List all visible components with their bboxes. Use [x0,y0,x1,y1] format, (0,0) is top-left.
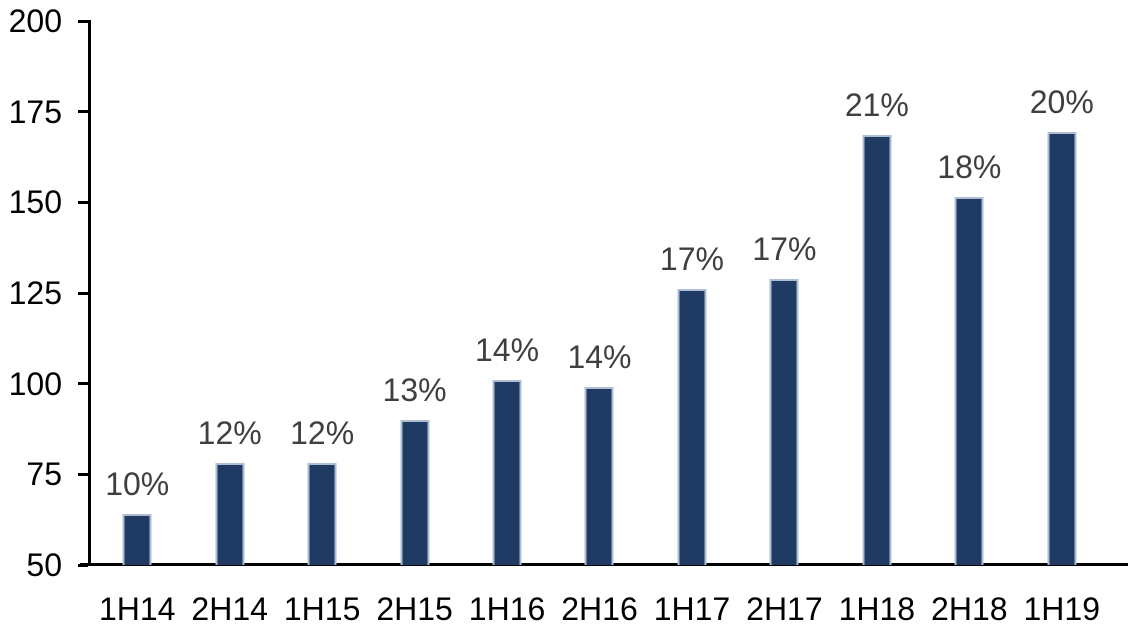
bar [769,278,799,565]
x-tick-label: 2H14 [191,591,268,627]
bar-value-label: 10% [105,466,170,503]
y-tick-label: 100 [8,365,62,402]
bar [307,463,337,565]
bar-slot: 21% [831,21,923,565]
x-tick-label: 1H16 [468,591,546,627]
bar-value-label: 12% [197,415,262,452]
bar-slot: 18% [923,21,1015,565]
y-tick-label: 150 [8,184,62,221]
x-tick-label: 2H17 [746,591,823,627]
bar-value-label: 17% [752,230,817,267]
bar-value-label: 21% [844,87,909,124]
bar [954,196,984,565]
bar-slot: 14% [461,21,553,565]
x-tick-label: 1H15 [283,591,361,627]
x-tick-label: 1H17 [653,591,731,627]
y-tick-label: 125 [8,275,62,311]
bar-slot: 14% [553,21,645,565]
bar-value-label: 20% [1029,83,1094,120]
y-tick-mark [78,200,88,204]
bar [122,514,152,565]
x-tick-label: 1H14 [98,591,176,627]
bar-slot: 20% [1016,21,1108,565]
y-tick-mark [78,382,88,386]
bar-slot: 12% [276,21,368,565]
x-tick-label: 2H15 [376,591,453,627]
bar-value-label: 14% [567,339,632,376]
bar-slot: 17% [646,21,738,565]
bar [677,289,707,565]
bar-slot: 13% [368,21,460,565]
y-tick-label: 200 [8,3,62,39]
x-axis-labels: 1H14 2H14 1H15 2H15 1H16 2H16 1H17 2H17 1H18 2H18… [91,592,1108,626]
bar [584,387,614,565]
y-tick-label: 75 [26,456,62,493]
y-axis-labels: 200 175 150 125 100 75 50 [0,0,62,641]
y-axis-line [88,20,91,566]
bar [862,135,892,565]
y-tick-label: 175 [8,93,62,130]
bar [492,380,522,565]
bar-value-label: 12% [290,415,355,452]
bar-value-label: 13% [382,371,447,408]
y-tick-mark [78,291,88,295]
x-tick-label: 1H19 [1023,591,1101,627]
bar-value-label: 18% [937,148,1002,185]
bar-value-label: 17% [659,241,724,278]
y-tick-mark [78,472,88,476]
bars: 10% 12% 12% 13% 14% 14% 17% 17% 21% 18% 20% [91,21,1108,565]
x-tick-label: 1H18 [838,591,916,627]
y-tick-mark [78,110,88,114]
x-tick-label: 2H18 [931,591,1008,627]
bar-slot: 12% [183,21,275,565]
bar [215,463,245,565]
bar [1047,131,1077,565]
bar-slot: 17% [738,21,830,565]
bar [400,419,430,565]
y-tick-mark [78,19,88,23]
y-tick-label: 50 [26,547,62,583]
bar-value-label: 14% [475,332,540,369]
bar-slot: 10% [91,21,183,565]
x-tick-label: 2H16 [561,591,638,627]
